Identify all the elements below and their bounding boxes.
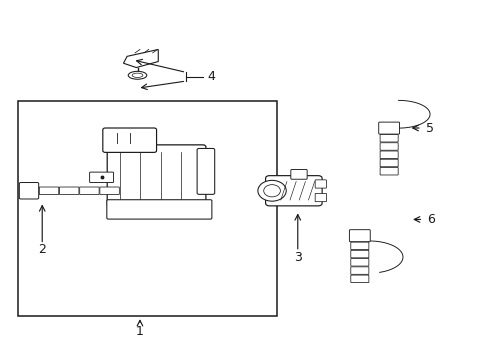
Polygon shape [123, 49, 158, 68]
FancyBboxPatch shape [380, 167, 398, 175]
FancyBboxPatch shape [266, 176, 322, 206]
Circle shape [258, 180, 286, 201]
FancyBboxPatch shape [349, 230, 370, 242]
FancyBboxPatch shape [80, 187, 99, 194]
FancyBboxPatch shape [103, 128, 157, 152]
Text: 2: 2 [38, 243, 46, 256]
FancyBboxPatch shape [351, 275, 369, 283]
FancyBboxPatch shape [315, 193, 326, 202]
Text: 4: 4 [208, 70, 216, 83]
FancyBboxPatch shape [351, 267, 369, 274]
FancyBboxPatch shape [351, 258, 369, 266]
FancyBboxPatch shape [315, 180, 326, 188]
Ellipse shape [128, 71, 147, 79]
FancyBboxPatch shape [380, 143, 398, 150]
FancyBboxPatch shape [291, 170, 307, 179]
FancyBboxPatch shape [107, 200, 212, 219]
FancyBboxPatch shape [39, 187, 59, 194]
FancyBboxPatch shape [19, 183, 39, 199]
Circle shape [264, 185, 280, 197]
Text: 3: 3 [294, 251, 302, 264]
Ellipse shape [132, 73, 143, 77]
FancyBboxPatch shape [59, 187, 79, 194]
Text: 5: 5 [426, 122, 434, 135]
Text: 6: 6 [427, 213, 435, 226]
FancyBboxPatch shape [380, 151, 398, 158]
FancyBboxPatch shape [100, 187, 120, 194]
FancyBboxPatch shape [351, 250, 369, 258]
FancyBboxPatch shape [197, 148, 215, 194]
Bar [18, 101, 277, 316]
FancyBboxPatch shape [379, 122, 399, 134]
FancyBboxPatch shape [351, 242, 369, 249]
FancyBboxPatch shape [380, 135, 398, 142]
Text: 1: 1 [136, 325, 144, 338]
FancyBboxPatch shape [90, 172, 114, 183]
FancyBboxPatch shape [107, 145, 206, 207]
FancyBboxPatch shape [380, 159, 398, 167]
